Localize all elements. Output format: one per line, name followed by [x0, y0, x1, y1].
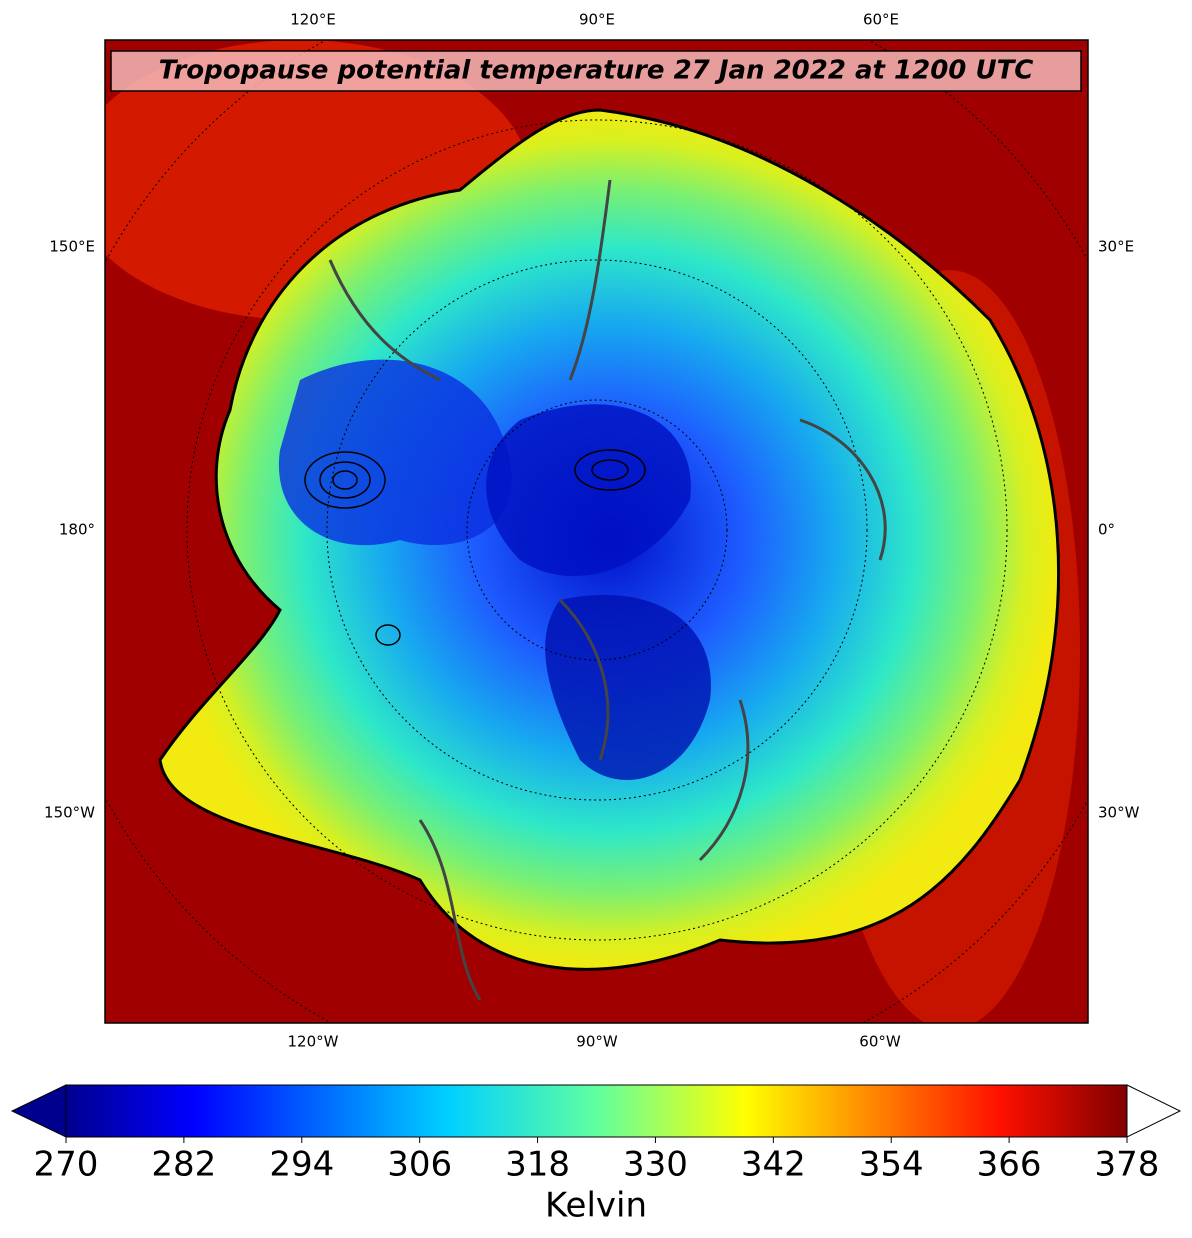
lon-label: 60°E	[863, 11, 899, 29]
lon-label: 30°E	[1098, 238, 1134, 256]
lon-label: 150°W	[44, 804, 95, 822]
lon-label: 60°W	[859, 1033, 901, 1051]
colorbar-tick-label: 270	[34, 1145, 99, 1185]
lon-label: 150°E	[49, 238, 95, 256]
colorbar-tick-label: 294	[269, 1145, 334, 1185]
map-frame	[104, 39, 1089, 1024]
lon-label: 90°W	[576, 1033, 618, 1051]
lon-label: 0°	[1098, 521, 1115, 539]
map	[105, 40, 1088, 1023]
colorbar-tick-label: 378	[1095, 1145, 1160, 1185]
title-box	[110, 50, 1082, 92]
title: Tropopause potential temperature 27 Jan …	[159, 56, 1034, 86]
colorbar-tick-label: 282	[151, 1145, 216, 1185]
pressure-contours	[304, 449, 646, 646]
colorbar-extend-high	[1126, 1084, 1182, 1138]
lon-label: 30°W	[1098, 804, 1140, 822]
lon-label: 90°E	[579, 11, 615, 29]
cold-core	[545, 594, 711, 780]
lon-label: 180°	[59, 521, 95, 539]
colorbar-tick-label: 342	[741, 1145, 806, 1185]
coastlines	[328, 179, 887, 1001]
cold-core	[486, 404, 691, 577]
colorbar-label: Kelvin	[545, 1186, 647, 1226]
colorbar-tick-label: 366	[977, 1145, 1042, 1185]
colorbar-tick-label: 306	[387, 1145, 452, 1185]
lon-label: 120°W	[288, 1033, 339, 1051]
colorbar	[65, 1084, 1128, 1138]
colorbar-tick-label: 330	[623, 1145, 688, 1185]
lon-label: 120°E	[290, 11, 336, 29]
cold-core	[278, 359, 512, 546]
colorbar-extend-low	[10, 1084, 67, 1138]
graticule	[105, 40, 1088, 1023]
colorbar-tick-label: 354	[859, 1145, 924, 1185]
colorbar-tick-label: 318	[505, 1145, 570, 1185]
